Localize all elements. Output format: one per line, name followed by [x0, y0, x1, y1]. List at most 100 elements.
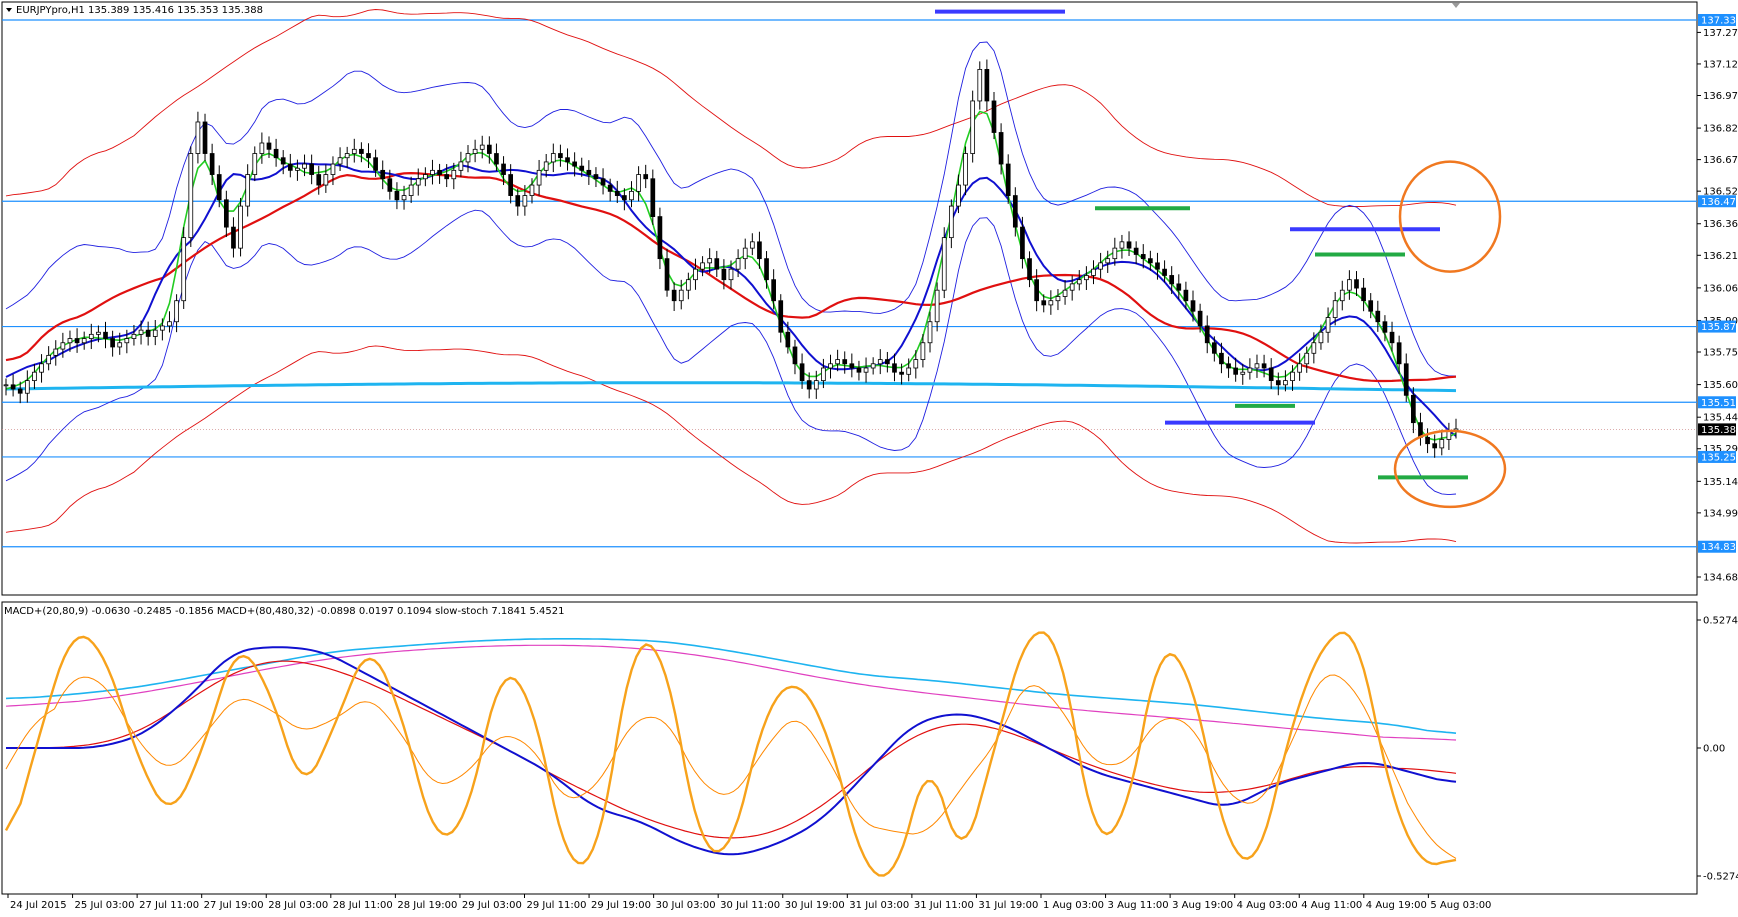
price-tick-label: 135.296: [1703, 444, 1738, 455]
price-tick-label: 136.671: [1703, 155, 1738, 166]
indicator-layer: [4, 631, 1457, 877]
candle-body: [1027, 258, 1032, 281]
candle-body: [1034, 279, 1039, 302]
candle-body: [650, 178, 656, 218]
scroll-marker-icon[interactable]: [1452, 3, 1460, 8]
candle-body: [1126, 241, 1132, 249]
candle-body: [486, 144, 492, 154]
candle-body: [870, 363, 876, 369]
candle-body: [792, 346, 798, 365]
candle-body: [977, 69, 983, 102]
candle-body: [1261, 363, 1267, 369]
candle-body: [764, 258, 769, 281]
candle-body: [1062, 289, 1068, 297]
candle-body: [81, 338, 87, 344]
level-label: 135.257: [1701, 452, 1738, 463]
candle-body: [948, 205, 954, 239]
candle-body: [1354, 279, 1359, 289]
candle-body: [266, 142, 272, 150]
bollinger-inner-lower: [5, 209, 1457, 496]
candle-body: [1084, 275, 1089, 281]
candle-body: [536, 169, 542, 186]
candle-body: [607, 184, 613, 192]
candle-body: [927, 321, 933, 344]
candle-body: [394, 190, 400, 201]
candle-body: [1361, 287, 1366, 302]
candle-body: [223, 199, 229, 228]
candle-body: [408, 184, 414, 196]
candle-body: [778, 300, 784, 333]
candle-body: [88, 333, 94, 339]
candle-body: [835, 359, 840, 365]
candle-body: [849, 363, 855, 369]
candle-body: [1254, 363, 1260, 369]
candle-body: [1098, 262, 1103, 270]
bollinger-inner-upper: [5, 41, 1457, 377]
candle-body: [195, 121, 201, 154]
price-layer: [2, 9, 1697, 548]
candle-body: [1169, 275, 1175, 285]
candle-body: [1347, 279, 1352, 291]
candle-body: [586, 169, 592, 175]
candle-body: [1190, 300, 1196, 312]
candle-body: [1339, 289, 1345, 302]
candle-body: [273, 148, 279, 159]
candle-body: [700, 262, 705, 270]
dropdown-triangle-icon[interactable]: [6, 8, 12, 12]
candle-body: [1240, 371, 1246, 375]
price-tick-label: 136.216: [1703, 251, 1738, 262]
candle-body: [1304, 352, 1310, 365]
time-tick-label: 4 Aug 03:00: [1237, 900, 1298, 911]
candle-body: [906, 367, 912, 375]
candle-body: [643, 174, 649, 180]
candle-body: [693, 268, 698, 281]
time-tick-label: 3 Aug 11:00: [1108, 900, 1169, 911]
candle-body: [479, 144, 485, 150]
axis-layer: 137.276 137.126 136.976 136.821 136.671 136.5…: [7, 14, 1738, 911]
candle-body: [892, 363, 897, 373]
price-tick-label: 136.061: [1703, 283, 1738, 294]
candle-body: [238, 205, 243, 249]
stoch-main-line: [4, 631, 1457, 877]
candle-body: [998, 132, 1004, 165]
candle-body: [508, 174, 514, 196]
time-tick-label: 27 Jul 19:00: [204, 900, 264, 911]
indicator-tick-label: 0.5274: [1703, 616, 1738, 627]
candle-body: [138, 329, 144, 335]
price-tick-label: 134.991: [1703, 508, 1738, 519]
price-tick-label: 136.976: [1703, 91, 1738, 102]
candle-body: [501, 163, 506, 175]
candle-body: [1133, 247, 1139, 255]
candle-body: [1233, 367, 1239, 375]
indicator-tick-label: -0.5274: [1703, 872, 1738, 883]
candle-body: [813, 380, 819, 390]
price-tick-label: 136.521: [1703, 187, 1738, 198]
candle-body: [415, 178, 421, 186]
candle-body: [622, 195, 627, 201]
candle-body: [124, 338, 130, 344]
candle-body: [103, 331, 108, 339]
candle-body: [970, 100, 976, 154]
candle-body: [209, 153, 215, 175]
time-tick-label: 3 Aug 19:00: [1172, 900, 1233, 911]
price-tick-label: 136.366: [1703, 219, 1738, 230]
time-tick-label: 31 Jul 11:00: [914, 900, 974, 911]
time-tick-label: 4 Aug 19:00: [1366, 900, 1427, 911]
candle-body: [1432, 443, 1438, 449]
time-tick-label: 30 Jul 03:00: [656, 900, 716, 911]
candle-body: [344, 153, 350, 159]
candle-body: [572, 161, 577, 167]
candle-body: [1389, 331, 1395, 344]
candle-body: [899, 371, 904, 375]
candle-body: [309, 163, 314, 175]
candle-body: [24, 380, 30, 394]
candle-body: [1411, 394, 1416, 424]
candle-body: [1148, 258, 1153, 264]
candle-body: [863, 367, 869, 373]
candle-body: [216, 174, 222, 201]
time-tick-label: 28 Jul 11:00: [333, 900, 393, 911]
candle-body: [785, 331, 791, 348]
candle-body: [465, 153, 471, 163]
candle-body: [1041, 300, 1047, 306]
